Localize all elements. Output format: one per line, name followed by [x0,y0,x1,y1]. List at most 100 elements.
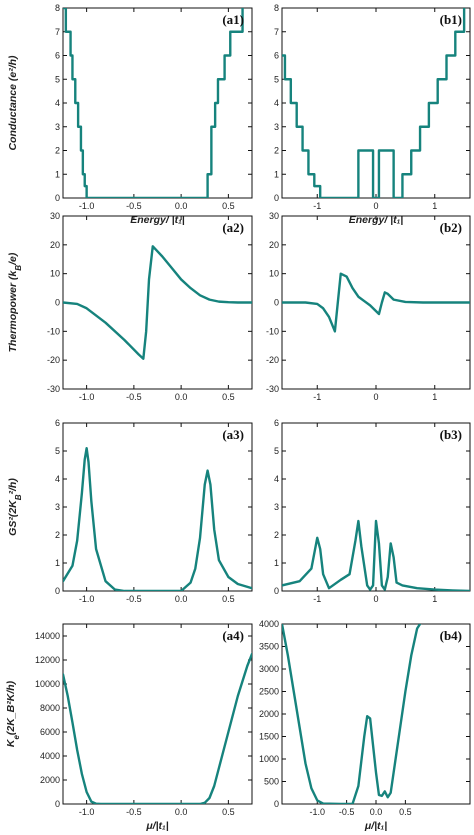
y-tick-label: 4000 [259,619,279,629]
y-tick-label: 6 [274,418,279,428]
panel-a2: -30 -20 -10 0 10 20 30 -1.0 -0.5 0.0 0.5 (a2) Thermo… [7,211,253,402]
y-tick-label: 10 [50,269,60,279]
y-tick-label: 5 [274,74,279,84]
y-axis-label: Thermopower (kB/e) [7,252,23,352]
x-tick-label: 0.0 [175,201,188,211]
y-tick-label: 20 [50,240,60,250]
y-tick-label: 2000 [40,775,60,785]
x-tick-label: -1.0 [79,392,95,402]
panel-label: (a3) [222,427,244,442]
plot-frame [281,7,471,199]
series-line [63,245,252,360]
x-tick-label: 0.0 [175,807,188,817]
x-tick-label: -1 [313,594,321,604]
y-tick-label: -30 [266,384,279,394]
y-tick-label: 12000 [35,655,60,665]
x-axis-label: μ/|t₁| [364,820,387,832]
y-tick-label: 2 [55,530,60,540]
x-tick-label: -0.5 [339,807,355,817]
series-line [282,624,422,804]
y-tick-label: 4 [55,474,60,484]
x-tick-label: 0.5 [222,807,235,817]
x-tick-label: -1 [313,392,321,402]
y-tick-label: 2 [55,146,60,156]
y-tick-label: 1 [55,558,60,568]
y-tick-label: 3 [274,122,279,132]
series-line [282,8,466,198]
y-tick-label: 6000 [40,727,60,737]
y-tick-label: 6 [55,51,60,61]
panel-label: (a2) [222,220,244,235]
y-tick-label: 3000 [259,664,279,674]
y-tick-label: 1 [274,169,279,179]
y-tick-label: 8000 [40,703,60,713]
y-tick-label: 5 [55,74,60,84]
series-line [63,652,252,804]
x-tick-label: 0 [373,392,378,402]
y-tick-label: 2 [274,146,279,156]
y-tick-label: 0 [274,799,279,809]
x-tick-label: -1.0 [79,594,95,604]
x-tick-label: 0.5 [222,594,235,604]
series-line [63,447,252,591]
y-tick-label: 500 [264,777,279,787]
y-tick-label: 1500 [259,732,279,742]
y-tick-label: 7 [55,27,60,37]
x-tick-label: -0.5 [126,807,142,817]
y-tick-label: -30 [47,384,60,394]
panel-label: (b3) [440,427,462,442]
panel-a1: 0 1 2 3 4 5 6 7 8 -1.0 -0.5 0.0 0.5 (a1) Energy/ |t₁| C… [7,3,253,226]
x-tick-label: -0.5 [126,201,142,211]
x-tick-label: 0.5 [222,392,235,402]
y-tick-label: 30 [50,211,60,221]
y-tick-label: 2000 [259,709,279,719]
series-line [282,272,470,333]
y-tick-label: -20 [266,355,279,365]
panel-b4: 0 500 1000 1500 2000 2500 3000 3500 4000 -1.0 -0.5… [259,619,471,832]
y-tick-label: 20 [269,240,279,250]
x-tick-label: 0.0 [175,594,188,604]
y-tick-label: 4 [55,98,60,108]
y-tick-label: 10000 [35,679,60,689]
y-tick-label: 8 [274,3,279,13]
y-tick-label: 5 [55,446,60,456]
x-tick-label: 1 [432,392,437,402]
y-tick-label: -20 [47,355,60,365]
y-tick-label: -10 [47,326,60,336]
y-tick-label: 7 [274,27,279,37]
y-tick-label: 0 [274,193,279,203]
y-tick-label: 14000 [35,631,60,641]
panel-label: (a4) [222,628,244,643]
x-tick-label: 0.5 [222,201,235,211]
x-tick-label: 1 [432,201,437,211]
y-tick-label: 2500 [259,687,279,697]
x-tick-label: 1 [432,594,437,604]
y-axis-label: Conductance (e²/h) [7,55,19,151]
y-tick-label: 4000 [40,751,60,761]
series-line [282,519,470,591]
plot-frame [281,422,471,592]
y-tick-label: 5 [274,446,279,456]
plot-frame [62,623,253,805]
x-tick-label: 0.0 [175,392,188,402]
plot-frame [62,7,253,199]
y-tick-label: 0 [274,298,279,308]
x-tick-label: 0.5 [399,807,412,817]
x-axis-label: Energy/ |t₁| [130,214,185,226]
series-line [63,8,244,198]
y-tick-label: 1 [274,558,279,568]
x-tick-label: 0 [373,594,378,604]
y-tick-label: 6 [55,418,60,428]
y-tick-label: 0 [55,799,60,809]
x-tick-label: -1.0 [309,807,325,817]
x-axis-label: μ/|t₁| [145,820,168,832]
y-tick-label: 30 [269,211,279,221]
y-tick-label: 3500 [259,642,279,652]
panel-label: (b2) [440,220,462,235]
x-tick-label: -1.0 [79,807,95,817]
y-tick-label: 0 [55,586,60,596]
y-tick-label: -10 [266,326,279,336]
y-axis-label: GS²(2KB²/h) [7,478,23,536]
